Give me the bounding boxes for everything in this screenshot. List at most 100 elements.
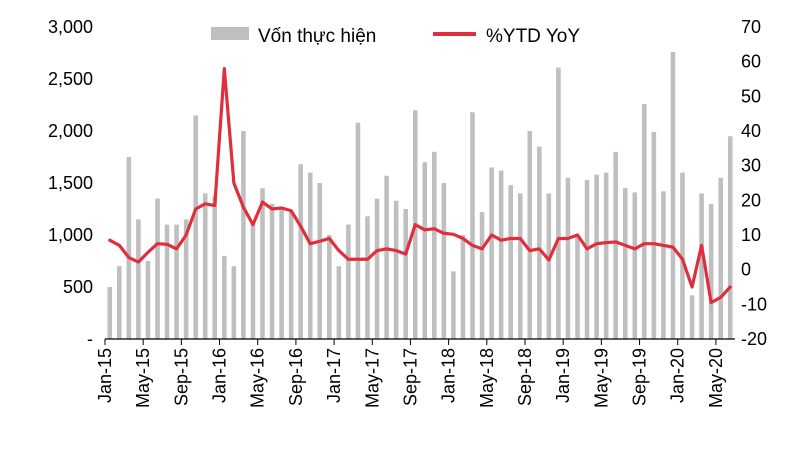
bar bbox=[613, 151, 618, 339]
x-tick-label: Sep-19 bbox=[630, 348, 650, 406]
bar bbox=[183, 219, 189, 339]
y-left-tick-label: 2,500 bbox=[48, 69, 93, 89]
bar bbox=[202, 193, 208, 339]
bars-layer bbox=[107, 51, 733, 340]
bar bbox=[575, 235, 580, 339]
x-tick-label: Jan-15 bbox=[95, 348, 115, 403]
bar bbox=[403, 209, 408, 339]
bar bbox=[393, 200, 399, 339]
y-left-tick-label: - bbox=[87, 329, 93, 349]
x-tick-label: Sep-17 bbox=[400, 348, 420, 406]
bar bbox=[451, 271, 456, 339]
series-line-ytd-yoy bbox=[108, 66, 732, 305]
bar bbox=[155, 198, 160, 339]
bar bbox=[689, 295, 695, 339]
x-tick-label: May-17 bbox=[362, 348, 382, 408]
bar bbox=[241, 131, 246, 339]
y-left-tick-label: 2,000 bbox=[48, 121, 93, 141]
bar bbox=[260, 188, 265, 339]
bar bbox=[718, 177, 723, 339]
bar bbox=[250, 224, 256, 339]
bar bbox=[651, 132, 657, 339]
bar bbox=[556, 67, 561, 339]
bar bbox=[622, 188, 628, 339]
y-right-tick-label: 10 bbox=[741, 225, 761, 245]
legend: Vốn thực hiện %YTD YoY bbox=[211, 26, 580, 47]
bar bbox=[384, 175, 389, 339]
y-right-tick-label: -10 bbox=[741, 294, 767, 314]
y-right-tick-label: 0 bbox=[741, 260, 751, 280]
bar bbox=[307, 172, 313, 339]
bar bbox=[603, 172, 609, 339]
x-tick-label: May-15 bbox=[133, 348, 153, 408]
y-right-tick-label: 60 bbox=[741, 52, 761, 72]
x-tick-label: Jan-19 bbox=[553, 348, 573, 403]
legend-swatch-bar bbox=[211, 27, 249, 40]
x-tick-label: Sep-18 bbox=[515, 348, 535, 406]
y-right-tick-label: 50 bbox=[741, 86, 761, 106]
bar bbox=[498, 170, 504, 339]
bar bbox=[642, 103, 647, 340]
legend-label-line: %YTD YoY bbox=[486, 26, 580, 47]
axes-layer: Jan-15 May-15 Sep-15 Jan-16 May-16 Sep-16 Jan-… bbox=[48, 17, 767, 408]
bar bbox=[441, 183, 447, 339]
bar bbox=[212, 195, 218, 339]
bar bbox=[117, 266, 122, 339]
bar bbox=[460, 235, 466, 339]
y-left-tick-label: 500 bbox=[63, 277, 93, 297]
bar bbox=[517, 193, 523, 339]
line-layer bbox=[108, 66, 732, 305]
x-tick-label: Jan-17 bbox=[324, 348, 344, 403]
y-left-tick-label: 3,000 bbox=[48, 17, 93, 37]
x-tick-label: May-19 bbox=[591, 348, 611, 408]
bar bbox=[107, 287, 113, 339]
bar bbox=[432, 151, 437, 339]
bar bbox=[489, 167, 494, 339]
bar bbox=[222, 255, 227, 339]
bar bbox=[584, 179, 590, 339]
bar bbox=[174, 224, 179, 339]
bar bbox=[708, 203, 714, 339]
bar bbox=[727, 136, 733, 339]
bar bbox=[527, 131, 533, 339]
bar bbox=[336, 266, 342, 339]
bar bbox=[632, 192, 638, 339]
x-tick-label: Jan-16 bbox=[210, 348, 230, 403]
bar bbox=[699, 193, 704, 339]
bar bbox=[145, 261, 151, 339]
bar bbox=[164, 224, 170, 339]
x-tick-label: May-16 bbox=[248, 348, 268, 408]
x-tick-label: May-20 bbox=[706, 348, 726, 408]
legend-label-bar: Vốn thực hiện bbox=[258, 26, 376, 47]
bar bbox=[136, 219, 141, 339]
bar bbox=[317, 183, 323, 339]
bar bbox=[298, 164, 303, 339]
bar bbox=[546, 193, 552, 339]
bar bbox=[231, 266, 237, 339]
bar bbox=[346, 224, 351, 339]
y-left-tick-label: 1,500 bbox=[48, 173, 93, 193]
bar bbox=[279, 209, 284, 339]
y-right-tick-label: 30 bbox=[741, 156, 761, 176]
bar bbox=[365, 216, 370, 339]
x-tick-label: May-18 bbox=[477, 348, 497, 408]
bar bbox=[537, 146, 542, 339]
bar bbox=[661, 191, 666, 339]
y-right-tick-label: -20 bbox=[741, 329, 767, 349]
bar bbox=[355, 122, 361, 340]
bar bbox=[327, 235, 332, 339]
bar bbox=[126, 157, 132, 339]
x-tick-label: Sep-15 bbox=[171, 348, 191, 406]
x-tick-label: Jan-18 bbox=[439, 348, 459, 403]
bar bbox=[193, 115, 198, 340]
y-left-tick-label: 1,000 bbox=[48, 225, 93, 245]
bar bbox=[565, 177, 571, 339]
bar bbox=[288, 212, 294, 339]
bar bbox=[479, 212, 485, 339]
y-right-tick-label: 20 bbox=[741, 190, 761, 210]
bar bbox=[470, 112, 475, 339]
y-right-tick-label: 70 bbox=[741, 17, 761, 37]
bar bbox=[508, 185, 513, 339]
x-tick-label: Jan-20 bbox=[668, 348, 688, 403]
